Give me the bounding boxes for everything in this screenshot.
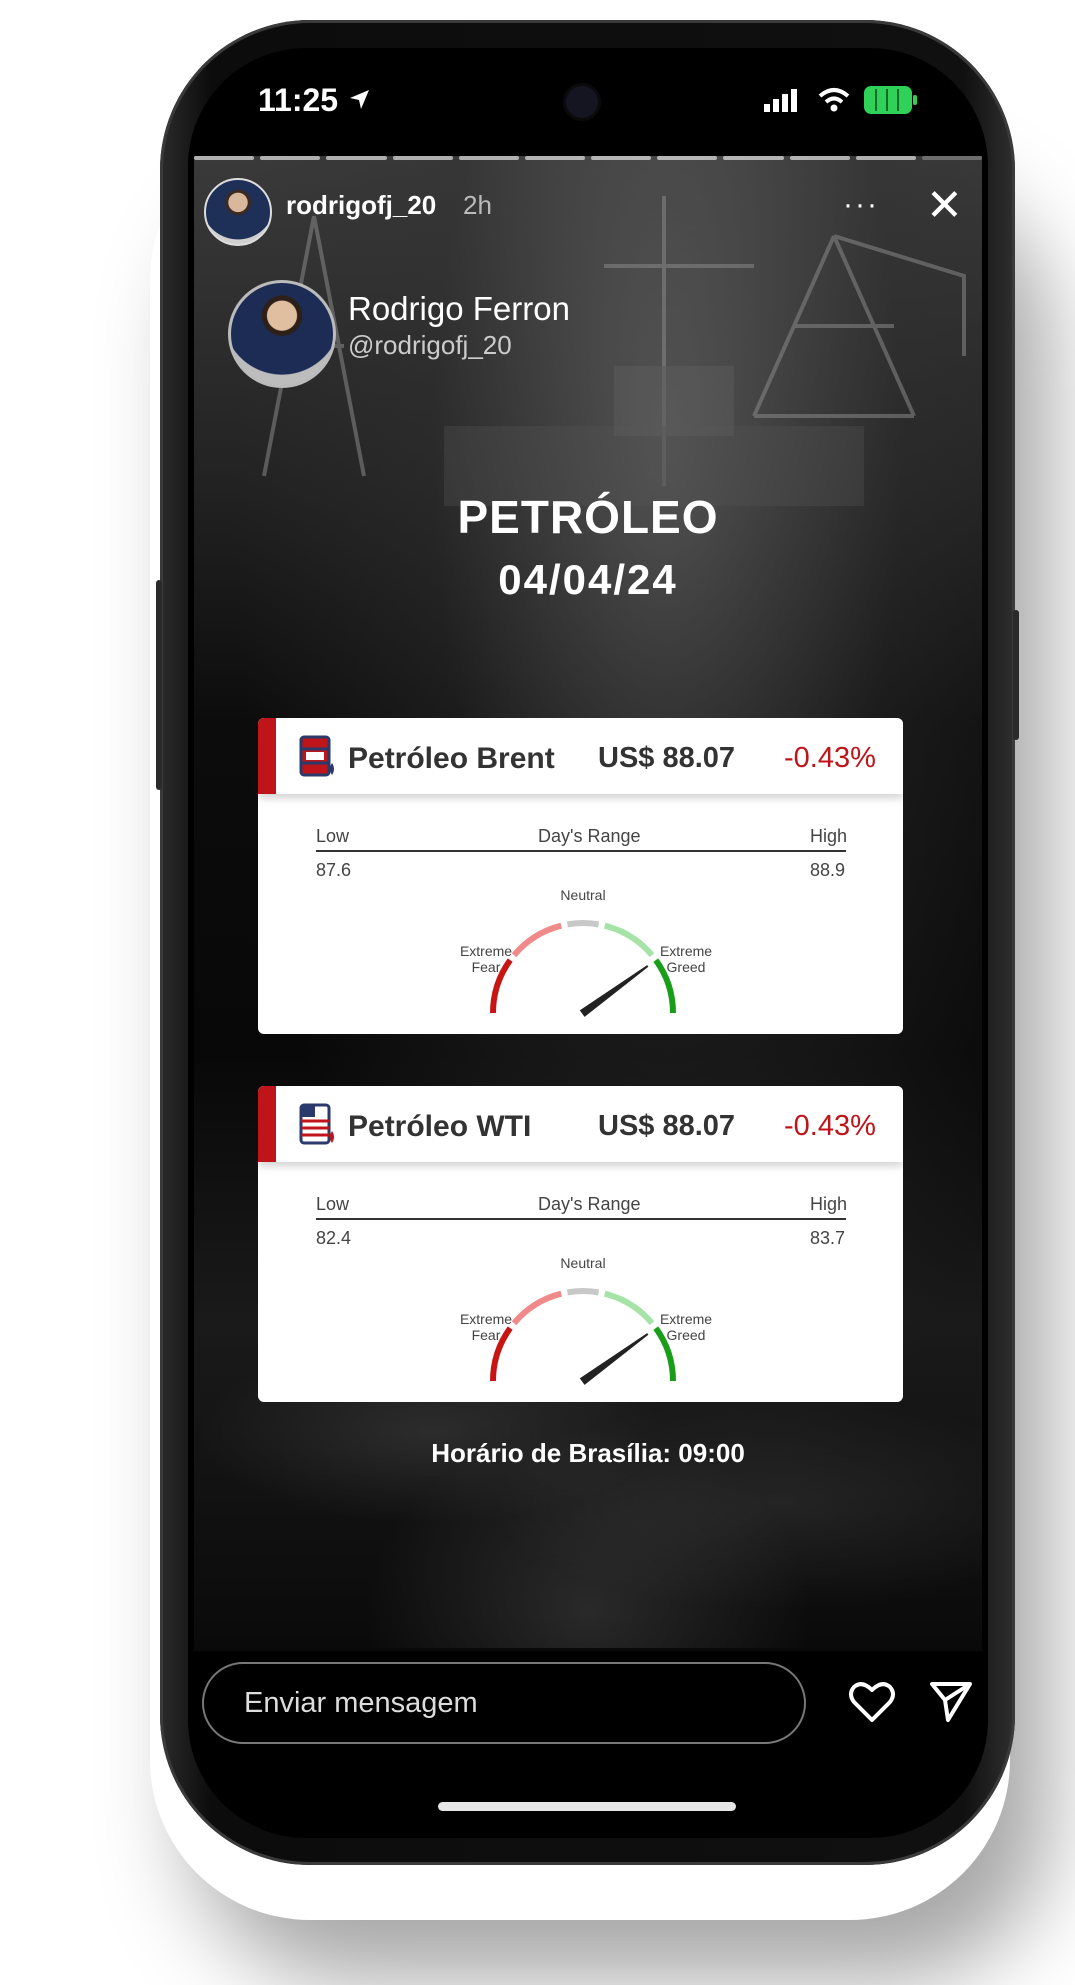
gauge-label-greed: Greed — [667, 1327, 706, 1343]
oil-barrel-icon — [299, 1103, 334, 1145]
card-accent-bar — [258, 718, 276, 794]
oil-barrel-icon — [299, 735, 334, 777]
side-button-left — [156, 580, 162, 790]
quote-card-wti: Petróleo WTI US$ 88.07 -0.43% Low Day's … — [258, 1086, 903, 1402]
location-arrow-icon — [349, 90, 369, 109]
range-high-value: 83.7 — [810, 1228, 846, 1248]
card-accent-bar — [258, 1086, 276, 1162]
gauge-needle — [579, 965, 649, 1017]
range-low-value: 82.4 — [316, 1228, 352, 1248]
range-line — [316, 850, 846, 852]
page-title: PETRÓLEO — [457, 491, 719, 543]
card-header: Petróleo Brent US$ 88.07 -0.43% — [258, 718, 903, 794]
profile-handle: @rodrigofj_20 — [348, 330, 512, 360]
range-high-label: High — [810, 826, 848, 846]
gauge-segment-0 — [490, 1326, 513, 1382]
gauge-label-neutral: Neutral — [560, 887, 605, 903]
message-input[interactable] — [202, 1662, 806, 1744]
wifi-icon — [818, 88, 850, 112]
battery-icon — [864, 86, 917, 114]
range-low-label: Low — [316, 1194, 350, 1214]
gauge-segment-4 — [653, 958, 676, 1014]
range-line — [316, 1218, 846, 1220]
story-screen: 11:25 rodrigofj_20 2h ··· ✕ Rodrigo Ferr… — [188, 48, 988, 1838]
range-high-label: High — [810, 1194, 848, 1214]
gauge-label-greed: Greed — [667, 959, 706, 975]
range-low-value: 87.6 — [316, 860, 352, 880]
story-username[interactable]: rodrigofj_20 — [286, 190, 437, 220]
story-avatar[interactable] — [204, 178, 272, 246]
home-indicator[interactable] — [438, 1802, 736, 1811]
card-price: US$ 88.07 — [598, 1110, 736, 1142]
range-high-value: 88.9 — [810, 860, 846, 880]
side-button-right — [1013, 610, 1019, 740]
card-name: Petróleo WTI — [348, 1110, 532, 1143]
gauge-label-fear: Fear — [472, 959, 501, 975]
card-name: Petróleo Brent — [348, 742, 555, 775]
gauge-segment-2 — [566, 1288, 600, 1296]
story-age: 2h — [463, 190, 492, 220]
card-header: Petróleo WTI US$ 88.07 -0.43% — [258, 1086, 903, 1162]
gauge-label-greed: Extreme — [660, 943, 712, 959]
gauge-label-neutral: Neutral — [560, 1255, 605, 1271]
profile-name: Rodrigo Ferron — [348, 290, 570, 327]
story-progress — [194, 156, 983, 160]
brasilia-time: Horário de Brasília: 09:00 — [431, 1438, 745, 1468]
more-icon[interactable]: ··· — [843, 188, 879, 221]
status-icons — [764, 86, 918, 114]
profile-avatar — [228, 280, 336, 388]
gauge-label-greed: Extreme — [660, 1311, 712, 1327]
status-time: 11:25 — [258, 82, 373, 119]
status-time-text: 11:25 — [258, 82, 339, 118]
card-price: US$ 88.07 — [598, 742, 736, 774]
gauge-segment-2 — [566, 920, 600, 928]
heart-icon[interactable] — [848, 1680, 896, 1724]
card-change: -0.43% — [784, 1110, 876, 1142]
gauge-needle — [579, 1333, 649, 1385]
quote-card-brent: Petróleo Brent US$ 88.07 -0.43% Low Day'… — [258, 718, 903, 1034]
gauge-label-fear: Extreme — [460, 943, 512, 959]
gauge-segment-3 — [603, 922, 655, 958]
gauge-segment-3 — [603, 1290, 655, 1326]
gauge-segment-0 — [490, 958, 513, 1014]
signal-icon — [764, 89, 797, 112]
range-label: Day's Range — [538, 826, 641, 846]
gauge-label-fear: Extreme — [460, 1311, 512, 1327]
range-label: Day's Range — [538, 1194, 641, 1214]
gauge-segment-1 — [511, 1290, 563, 1326]
page-date: 04/04/24 — [498, 556, 678, 603]
range-low-label: Low — [316, 826, 350, 846]
card-change: -0.43% — [784, 742, 876, 774]
close-icon[interactable]: ✕ — [926, 181, 963, 230]
send-icon[interactable] — [928, 1680, 974, 1724]
gauge-segment-4 — [653, 1326, 676, 1382]
gauge-label-fear: Fear — [472, 1327, 501, 1343]
front-camera — [563, 83, 601, 121]
gauge-segment-1 — [511, 922, 563, 958]
